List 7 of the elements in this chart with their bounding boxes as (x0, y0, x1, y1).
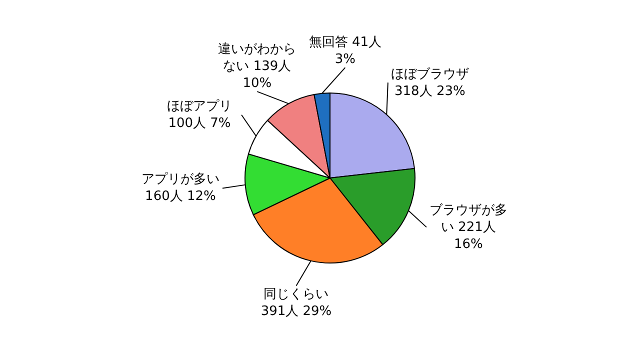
slice-label: アプリが多い 160人 12% (140, 171, 220, 206)
slice-label: ほぼアプリ 100人 7% (166, 98, 234, 132)
slice-label: 同じくらい 391人 29% (260, 286, 333, 320)
slice-label: 違いがわからない 139人 10% (217, 40, 298, 92)
slice-label: 無回答 41人 3% (308, 34, 383, 68)
slice-label: ほぼブラウザ 318人 23% (390, 66, 470, 100)
slice-label: ブラウザが多い 221人 16% (428, 202, 508, 253)
